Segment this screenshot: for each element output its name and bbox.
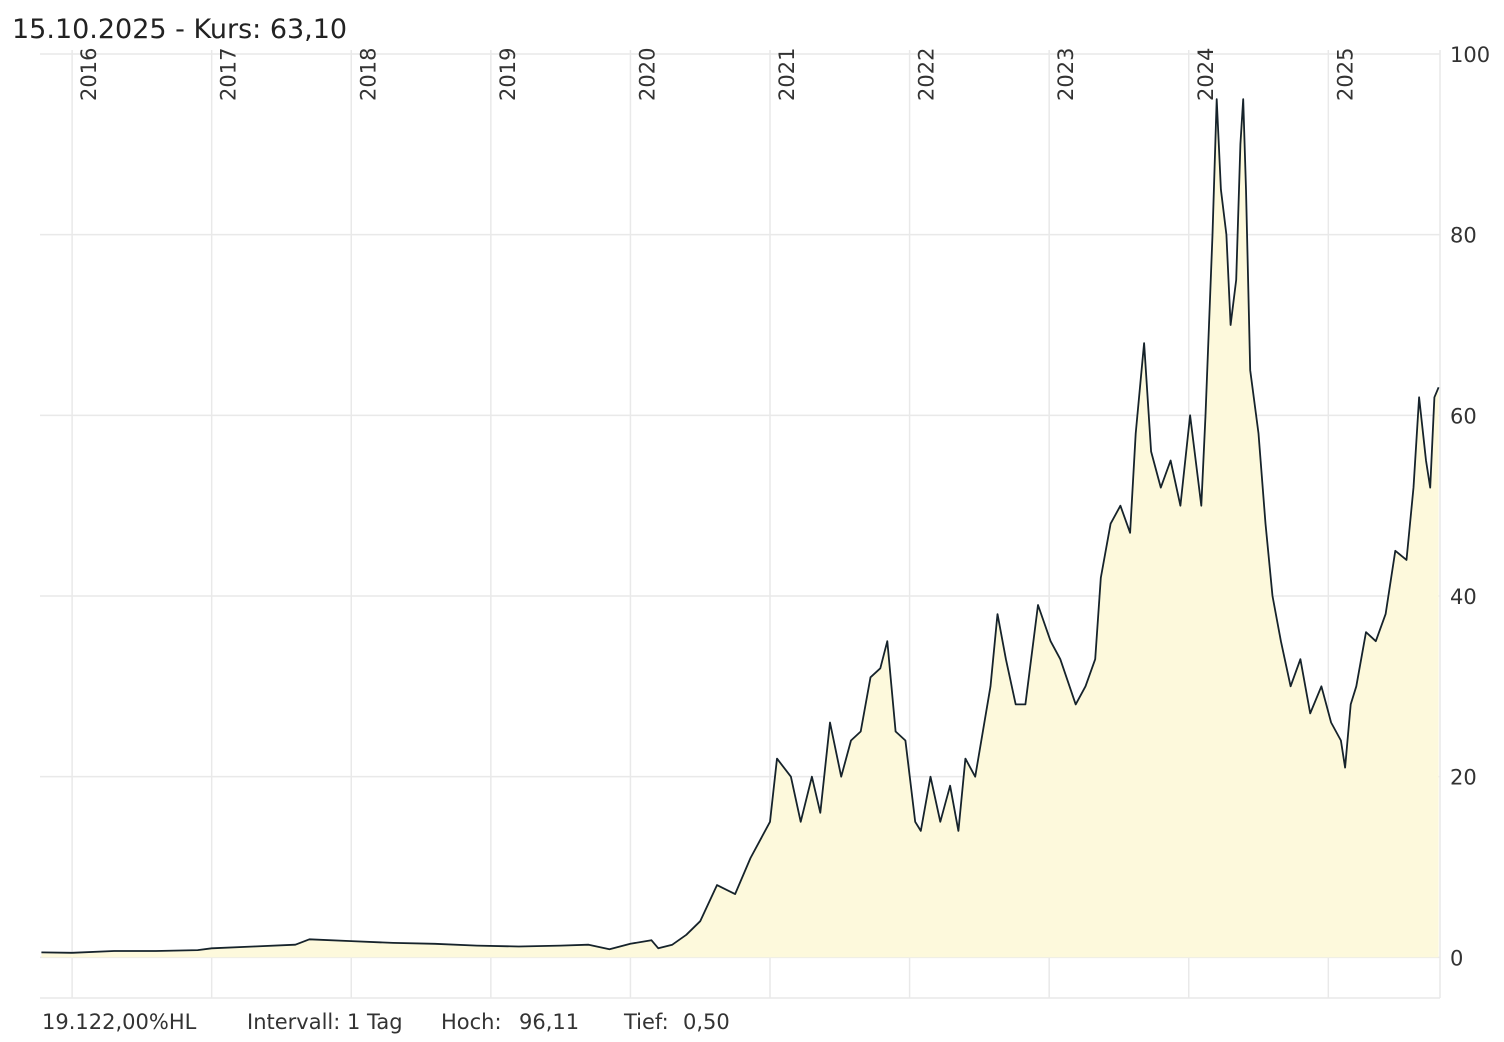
- x-tick-label: 2025: [1333, 48, 1357, 101]
- y-tick-label: 100: [1450, 43, 1490, 67]
- footer-low-label: Tief:: [623, 1010, 669, 1034]
- x-tick-label: 2019: [496, 48, 520, 101]
- y-tick-label: 80: [1450, 224, 1477, 248]
- y-tick-label: 40: [1450, 585, 1477, 609]
- x-tick-label: 2022: [915, 48, 939, 101]
- y-tick-label: 60: [1450, 404, 1477, 428]
- footer-low: 0,50: [683, 1010, 730, 1034]
- x-tick-label: 2020: [635, 48, 659, 101]
- x-tick-label: 2023: [1054, 48, 1078, 101]
- price-line: [41, 98, 1440, 954]
- area-fill: [41, 99, 1439, 958]
- footer-high-label: Hoch:: [441, 1010, 502, 1034]
- x-tick-label: 2021: [775, 48, 799, 101]
- x-tick-label: 2024: [1194, 48, 1218, 101]
- footer-interval: Intervall: 1 Tag: [247, 1010, 403, 1034]
- x-tick-label: 2016: [77, 48, 101, 101]
- footer-high: 96,11: [519, 1010, 579, 1034]
- footer-change: 19.122,00%HL: [42, 1010, 197, 1034]
- chart-title: 15.10.2025 - Kurs: 63,10: [12, 14, 347, 45]
- y-tick-label: 20: [1450, 766, 1477, 790]
- x-tick-label: 2017: [217, 48, 241, 101]
- y-tick-label: 0: [1450, 946, 1463, 970]
- x-tick-label: 2018: [356, 48, 380, 101]
